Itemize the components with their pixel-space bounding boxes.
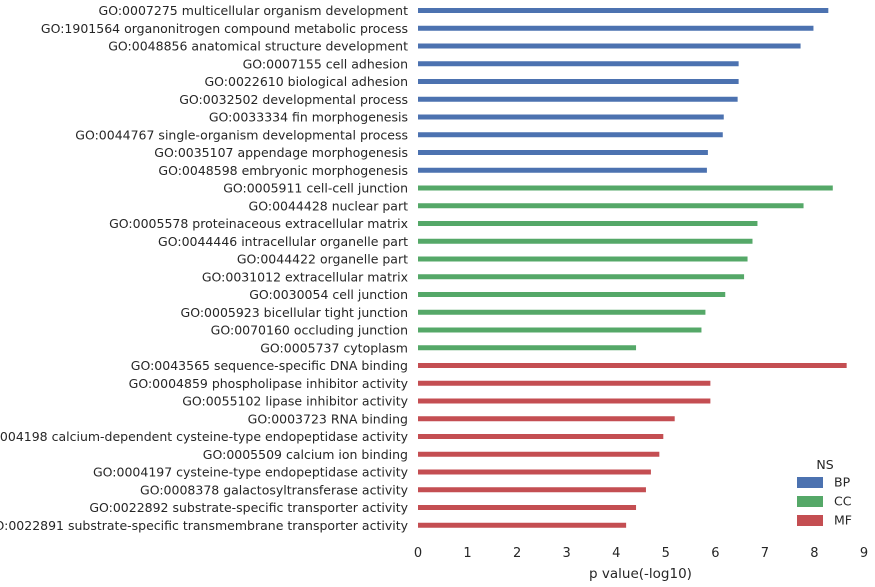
bar-bp bbox=[418, 43, 801, 49]
category-label: GO:0044422 organelle part bbox=[237, 252, 408, 267]
category-label: GO:0004198 calcium-dependent cysteine-ty… bbox=[0, 429, 409, 444]
x-tick-label: 1 bbox=[463, 546, 471, 561]
category-label: GO:0044428 nuclear part bbox=[249, 198, 409, 213]
bar-mf bbox=[418, 380, 711, 386]
bar-mf bbox=[418, 487, 646, 493]
bars-layer bbox=[418, 8, 847, 528]
legend-label-mf: MF bbox=[834, 513, 852, 528]
x-tick-label: 6 bbox=[711, 546, 719, 561]
bar-cc bbox=[418, 345, 637, 351]
legend-entries: BP CC MF bbox=[797, 475, 852, 528]
category-label: GO:1901564 organonitrogen compound metab… bbox=[41, 21, 408, 36]
category-label: GO:0022891 substrate-specific transmembr… bbox=[0, 518, 409, 533]
category-label: GO:0005911 cell-cell junction bbox=[223, 181, 408, 196]
category-labels: GO:0007275 multicellular organism develo… bbox=[0, 3, 409, 533]
category-label: GO:0007155 cell adhesion bbox=[243, 56, 408, 71]
bar-cc bbox=[418, 309, 706, 315]
bar-cc bbox=[418, 327, 702, 333]
bar-bp bbox=[418, 79, 739, 84]
bar-mf bbox=[418, 398, 711, 404]
category-label: GO:0031012 extracellular matrix bbox=[202, 269, 408, 284]
bar-bp bbox=[418, 167, 707, 173]
bar-mf bbox=[418, 505, 637, 510]
bar-cc bbox=[418, 221, 758, 226]
category-label: GO:0022892 substrate-specific transporte… bbox=[89, 500, 408, 515]
x-tick-label: 3 bbox=[563, 546, 571, 561]
bar-bp bbox=[418, 132, 723, 138]
legend: NS BP CC MF bbox=[797, 457, 852, 528]
bar-cc bbox=[418, 203, 804, 209]
x-axis-ticks: 0 1 2 3 4 5 6 7 8 9 bbox=[414, 546, 868, 561]
legend-swatch-cc bbox=[797, 496, 823, 507]
category-label: GO:0048856 anatomical structure developm… bbox=[108, 39, 408, 54]
x-tick-label: 0 bbox=[414, 546, 422, 561]
category-label: GO:0007275 multicellular organism develo… bbox=[99, 3, 409, 18]
bar-cc bbox=[418, 238, 753, 244]
bar-mf bbox=[418, 522, 627, 528]
category-label: GO:0005923 bicellular tight junction bbox=[181, 305, 408, 320]
bar-cc bbox=[418, 185, 833, 191]
bar-cc bbox=[418, 274, 745, 280]
bar-bp bbox=[418, 61, 739, 67]
x-tick-label: 4 bbox=[612, 546, 620, 561]
legend-label-bp: BP bbox=[834, 475, 851, 490]
category-label: GO:0044446 intracellular organelle part bbox=[158, 234, 408, 249]
category-label: GO:0048598 embryonic morphogenesis bbox=[158, 163, 408, 178]
bar-cc bbox=[418, 256, 748, 262]
category-label: GO:0043565 sequence-specific DNA binding bbox=[131, 358, 408, 373]
legend-swatch-bp bbox=[797, 477, 823, 488]
legend-label-cc: CC bbox=[834, 494, 852, 509]
category-label: GO:0004859 phospholipase inhibitor activ… bbox=[129, 376, 409, 391]
x-tick-label: 7 bbox=[761, 546, 769, 561]
category-label: GO:0055102 lipase inhibitor activity bbox=[182, 394, 408, 409]
legend-title: NS bbox=[816, 457, 833, 472]
bar-bp bbox=[418, 25, 814, 31]
bar-mf bbox=[418, 416, 675, 422]
x-tick-label: 8 bbox=[810, 546, 818, 561]
category-label: GO:0033334 fin morphogenesis bbox=[209, 110, 408, 125]
category-label: GO:0005509 calcium ion binding bbox=[203, 447, 408, 462]
x-axis-title: p value(-log10) bbox=[589, 566, 692, 582]
x-tick-label: 5 bbox=[662, 546, 670, 561]
category-label: GO:0044767 single-organism developmental… bbox=[75, 127, 408, 142]
category-label: GO:0032502 developmental process bbox=[179, 92, 408, 107]
category-label: GO:0035107 appendage morphogenesis bbox=[154, 145, 408, 160]
category-label: GO:0070160 occluding junction bbox=[211, 323, 408, 338]
legend-swatch-mf bbox=[797, 515, 823, 526]
bar-cc bbox=[418, 292, 726, 297]
x-tick-label: 2 bbox=[513, 546, 521, 561]
bar-bp bbox=[418, 96, 738, 102]
bar-mf bbox=[418, 434, 664, 439]
category-label: GO:0005737 cytoplasm bbox=[260, 340, 408, 355]
category-label: GO:0022610 biological adhesion bbox=[205, 74, 409, 89]
bar-bp bbox=[418, 150, 708, 155]
category-label: GO:0030054 cell junction bbox=[249, 287, 408, 302]
bar-mf bbox=[418, 469, 651, 475]
bar-bp bbox=[418, 8, 829, 13]
bar-mf bbox=[418, 363, 847, 368]
bar-mf bbox=[418, 451, 660, 457]
category-label: GO:0005578 proteinaceous extracellular m… bbox=[109, 216, 408, 231]
category-label: GO:0004197 cysteine-type endopeptidase a… bbox=[93, 465, 409, 480]
category-label: GO:0003723 RNA binding bbox=[248, 411, 408, 426]
x-tick-label: 9 bbox=[860, 546, 868, 561]
bar-bp bbox=[418, 114, 724, 120]
category-label: GO:0008378 galactosyltransferase activit… bbox=[140, 482, 409, 497]
